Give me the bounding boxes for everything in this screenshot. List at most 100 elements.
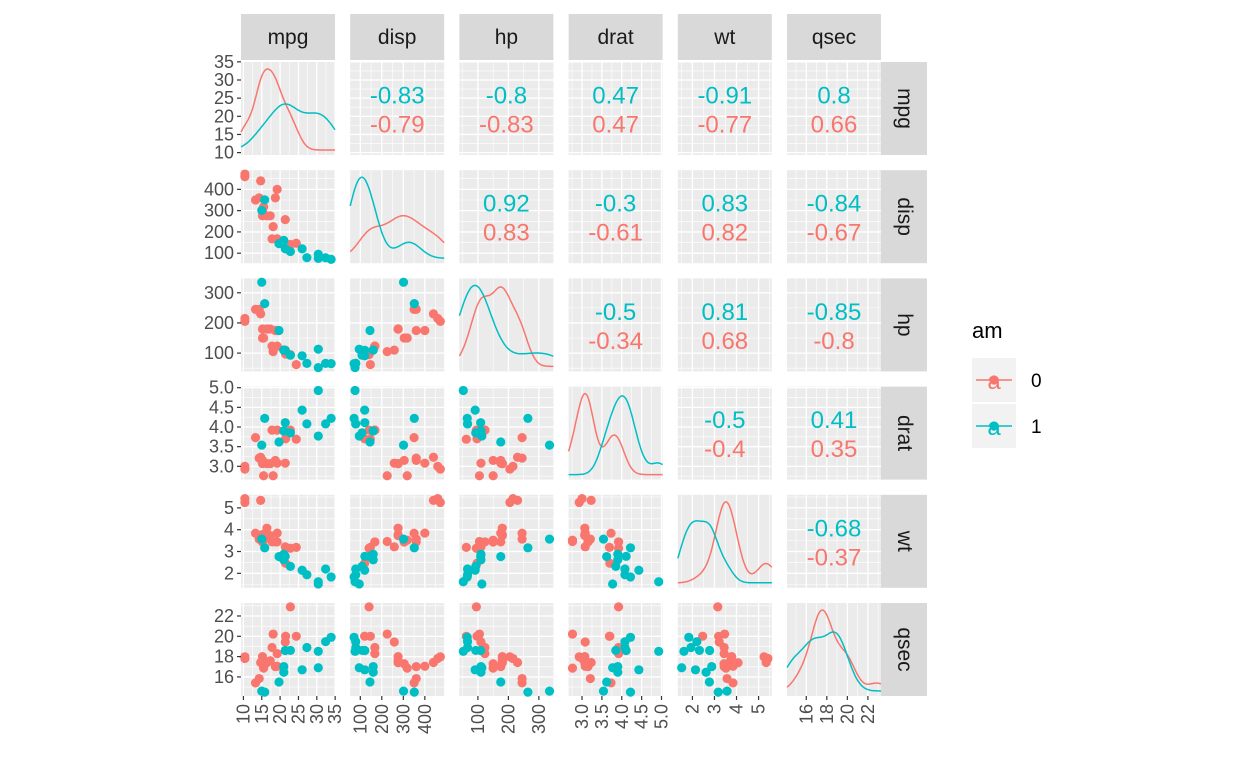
scatter-point-am0	[272, 184, 282, 194]
scatter-point-am0	[267, 234, 277, 244]
x-tick-label-mpg: 30	[307, 704, 327, 724]
scatter-point-am1	[257, 440, 267, 450]
column-strip-label-drat: drat	[598, 26, 634, 49]
scatter-point-am0	[488, 471, 498, 481]
scatter-point-am1	[608, 663, 618, 673]
y-tick-label-disp: 400	[204, 179, 234, 199]
scatter-point-am1	[257, 686, 267, 696]
density-curve-am0	[786, 609, 882, 688]
scatter-point-am0	[291, 631, 301, 641]
scatter-point-am1	[351, 419, 361, 429]
scatter-point-am0	[512, 495, 523, 505]
scatter-point-am1	[608, 579, 618, 589]
scatter-point-am0	[517, 528, 527, 538]
scatter-point-am1	[297, 565, 307, 575]
scatter-point-am1	[326, 632, 336, 642]
scatter-point-am0	[461, 434, 471, 444]
panel-wt-mpg	[240, 494, 336, 589]
scatter-point-am0	[265, 656, 275, 666]
scatter-point-am1	[598, 686, 609, 696]
panel-background	[787, 278, 881, 372]
scatter-point-am0	[370, 642, 380, 653]
scatter-point-am0	[488, 659, 498, 669]
y-tick-label-qsec: 18	[214, 647, 234, 667]
scatter-point-am1	[365, 677, 375, 687]
scatter-point-am1	[409, 413, 419, 423]
scatter-point-am1	[313, 385, 323, 396]
panel-mpg-qsec: 0.80.66	[787, 62, 881, 155]
scatter-point-am0	[420, 325, 430, 336]
panel-disp-drat: -0.3-0.61	[568, 170, 663, 264]
x-tick-label-drat: 5.0	[652, 704, 672, 729]
scatter-point-am0	[728, 661, 738, 671]
scatter-point-am0	[567, 663, 578, 673]
scatter-point-am0	[280, 214, 290, 225]
scatter-point-am1	[360, 645, 370, 656]
scatter-point-am1	[360, 418, 370, 428]
scatter-point-am1	[707, 661, 717, 672]
legend-label-am1: 1	[1031, 417, 1042, 438]
scatter-point-am0	[365, 359, 375, 370]
x-tick-label-disp: 100	[350, 704, 370, 734]
scatter-point-am0	[250, 433, 261, 443]
panel-drat-mpg	[240, 385, 336, 481]
correlation-am0: -0.67	[807, 220, 862, 247]
panel-qsec-disp	[349, 602, 445, 697]
scatter-point-am1	[368, 426, 378, 436]
panel-hp-drat: -0.5-0.34	[568, 278, 663, 372]
column-strip-disp	[350, 14, 445, 60]
scatter-point-am1	[620, 570, 630, 580]
scatter-point-am1	[260, 413, 270, 423]
scatter-point-am1	[354, 579, 364, 589]
correlation-am1: -0.3	[595, 191, 636, 218]
scatter-point-am0	[258, 471, 269, 481]
scatter-point-am0	[240, 171, 250, 182]
scatter-point-am1	[684, 632, 694, 642]
column-strip-label-wt: wt	[713, 26, 735, 49]
panel-wt-drat	[567, 494, 664, 589]
scatter-point-am1	[476, 418, 486, 428]
scatter-point-am0	[267, 341, 277, 351]
scatter-point-am1	[285, 428, 295, 438]
scatter-point-am0	[409, 678, 419, 688]
scatter-point-am0	[580, 637, 590, 647]
scatter-point-am1	[365, 437, 375, 447]
panel-drat-disp	[349, 385, 445, 481]
scatter-point-am0	[567, 535, 578, 545]
scatter-point-am1	[350, 385, 360, 396]
scatter-point-am0	[604, 542, 615, 552]
scatter-point-am0	[240, 313, 250, 324]
y-tick-label-drat: 3.0	[209, 456, 234, 476]
legend-point-am0	[989, 375, 999, 385]
correlation-am0: -0.37	[807, 544, 862, 571]
x-tick-label-qsec: 16	[796, 704, 816, 724]
x-tick-label-hp: 200	[498, 704, 518, 734]
scatter-point-am1	[302, 358, 312, 368]
scatter-point-am0	[257, 324, 268, 334]
scatter-point-am1	[462, 419, 473, 429]
panel-mpg-wt: -0.91-0.77	[677, 62, 772, 155]
scatter-point-am0	[250, 678, 261, 688]
y-tick-label-disp: 300	[204, 201, 234, 221]
panel-drat-drat	[567, 386, 663, 480]
scatter-point-am0	[399, 333, 409, 343]
y-tick-label-mpg: 10	[214, 143, 234, 163]
scatter-point-am0	[272, 648, 282, 659]
scatter-point-am1	[326, 413, 336, 423]
panel-background	[568, 386, 663, 480]
correlation-am1: -0.84	[807, 191, 862, 218]
column-strip-label-hp: hp	[495, 26, 518, 49]
x-tick-label-disp: 200	[372, 704, 392, 734]
panel-hp-qsec: -0.85-0.8	[787, 278, 881, 372]
panel-qsec-qsec	[786, 603, 882, 696]
panel-background	[350, 62, 445, 155]
scatter-point-am1	[621, 551, 631, 561]
scatter-point-am1	[634, 565, 644, 575]
row-strip-label-drat: drat	[893, 415, 916, 451]
scatter-point-am0	[265, 530, 275, 541]
scatter-point-am1	[409, 687, 419, 697]
scatter-point-am1	[523, 413, 533, 423]
scatter-point-am0	[496, 458, 506, 468]
scatter-point-am1	[458, 385, 468, 396]
scatter-point-am0	[411, 661, 421, 672]
